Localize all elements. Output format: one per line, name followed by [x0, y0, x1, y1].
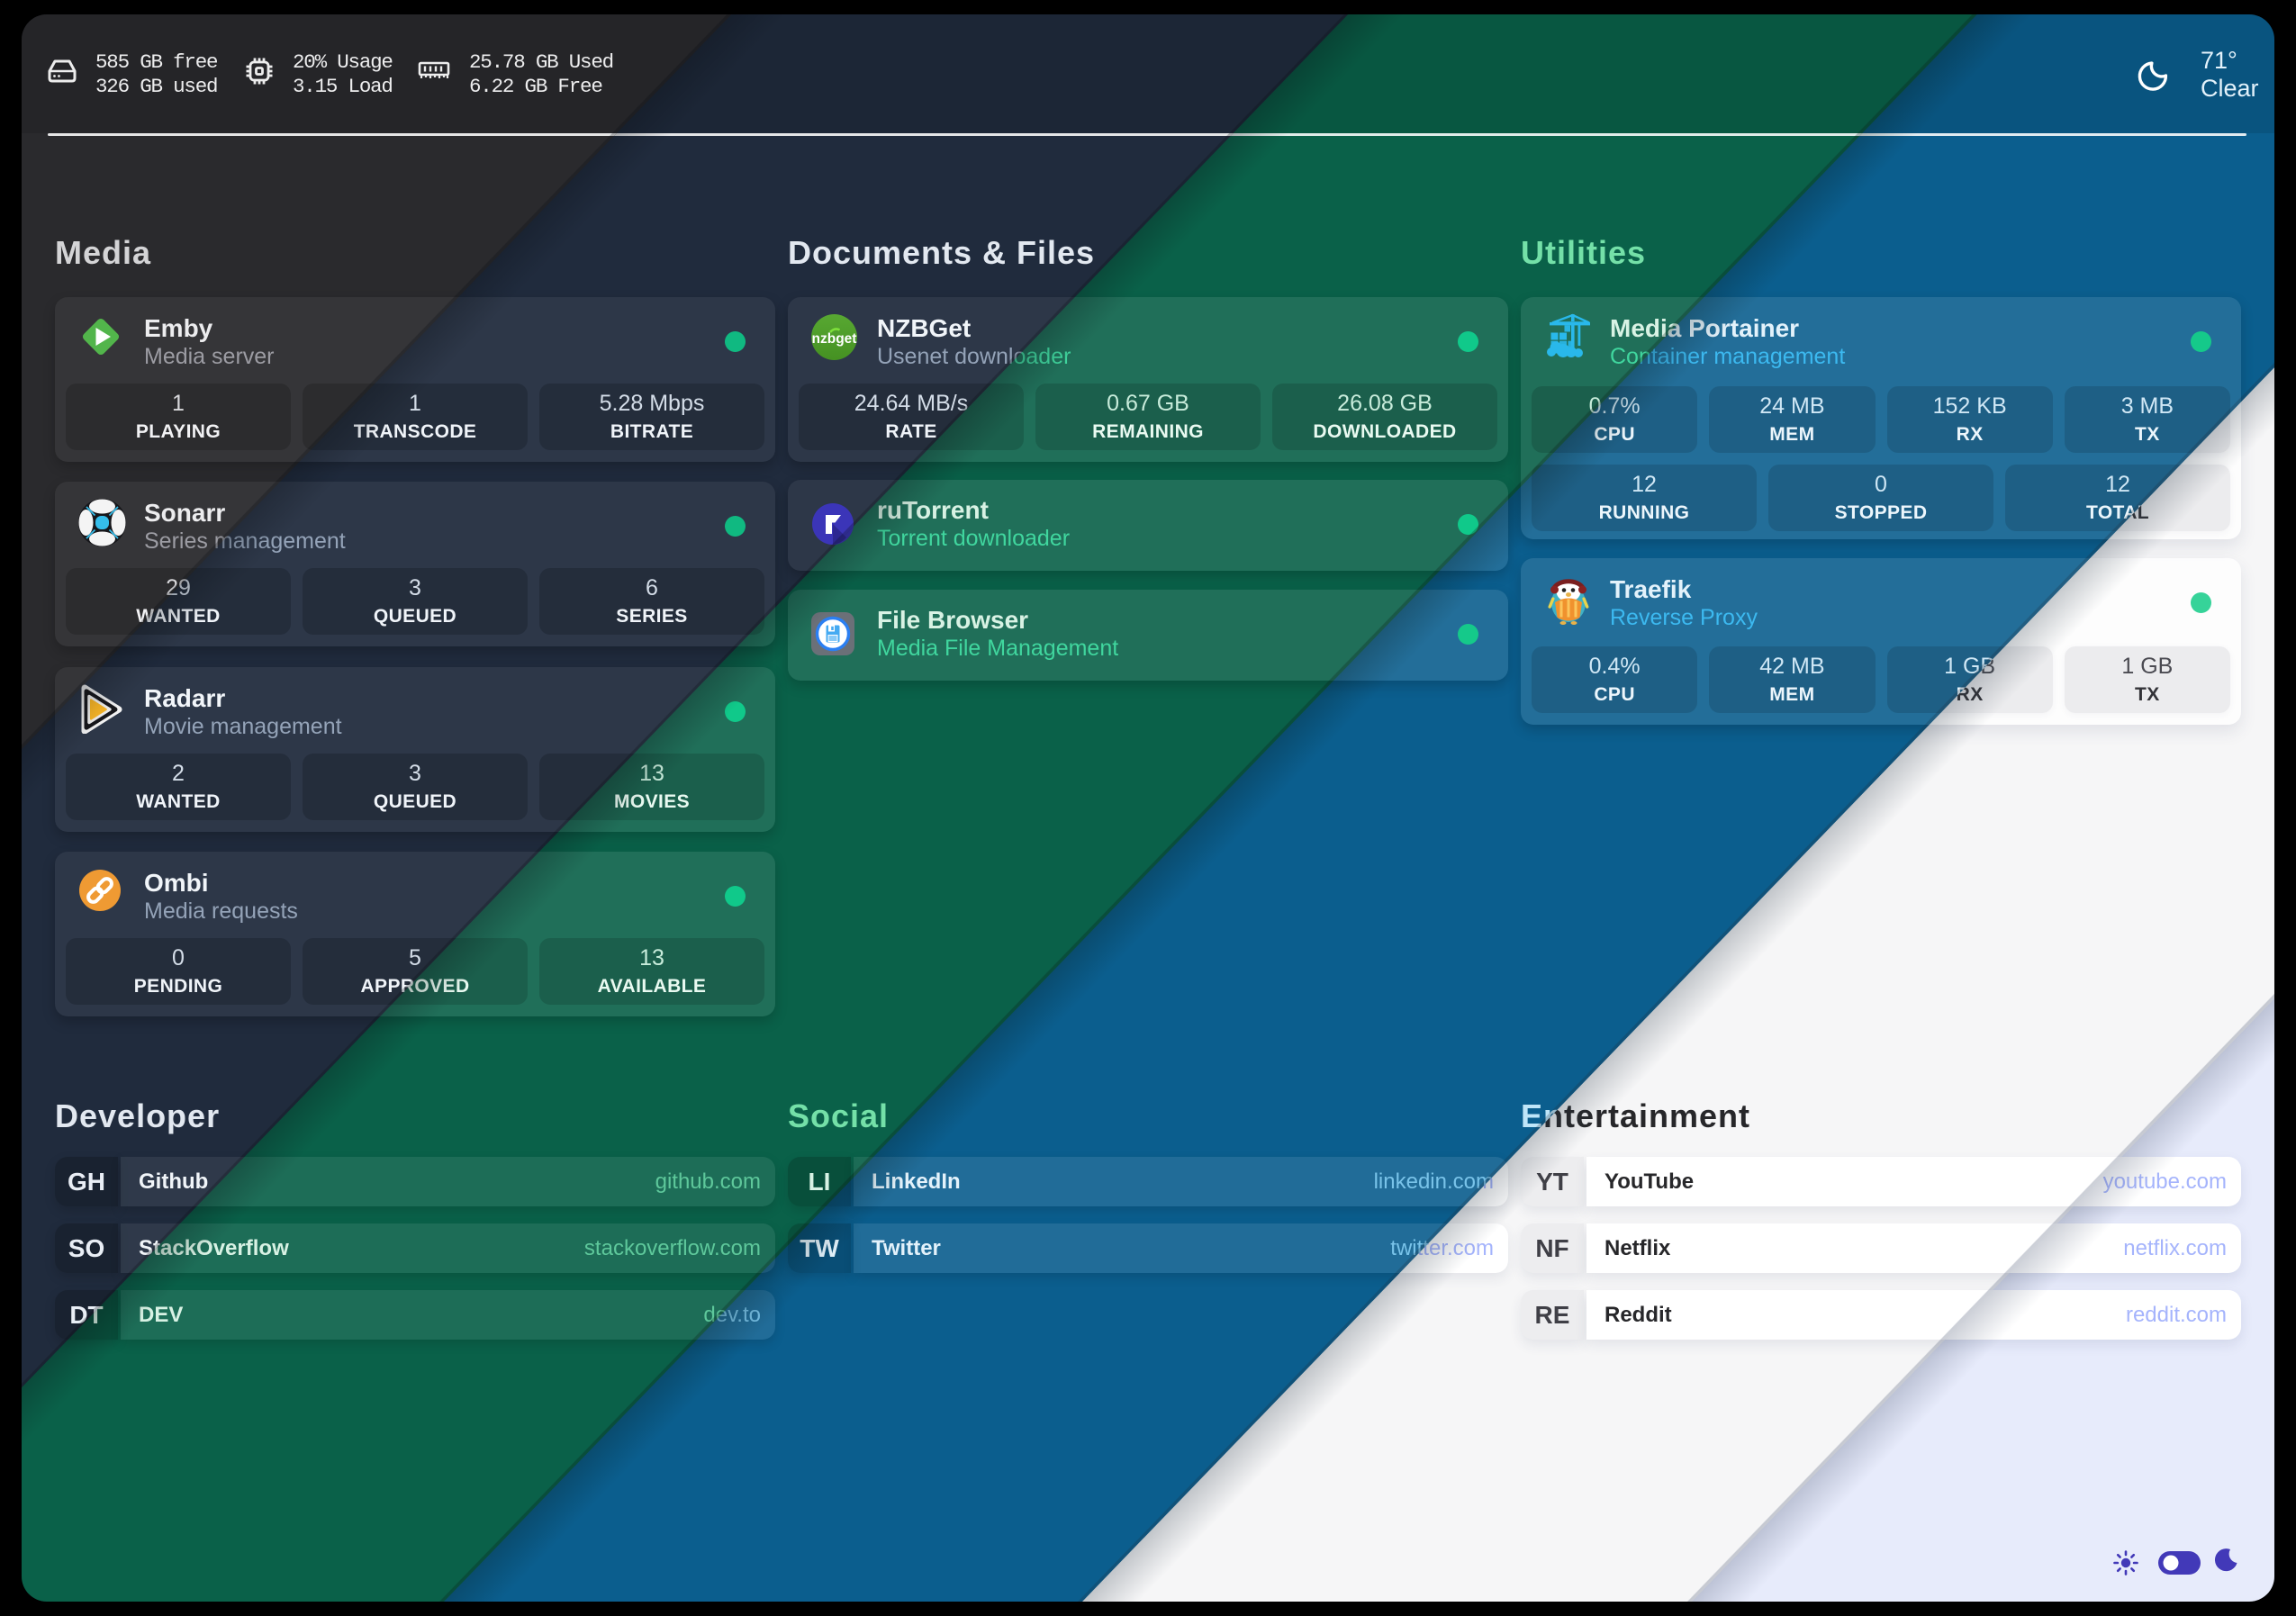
svg-text:nzbget: nzbget	[812, 331, 857, 347]
